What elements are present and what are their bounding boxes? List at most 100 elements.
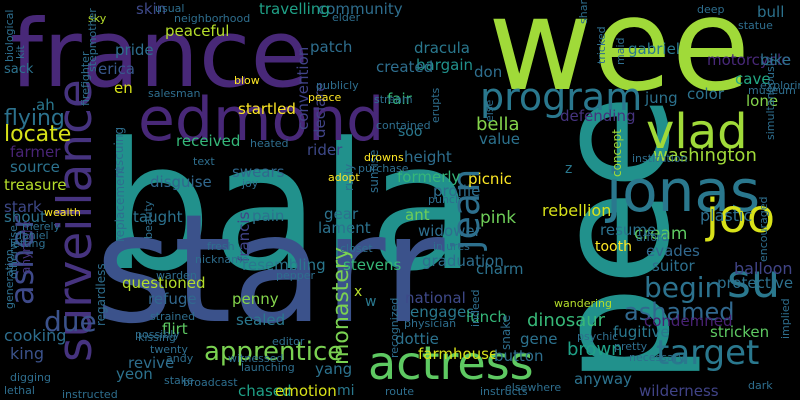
cloud-word-rescuing: rescuing — [112, 126, 126, 178]
cloud-word-penny: penny — [232, 290, 279, 308]
cloud-word-x: x — [354, 284, 363, 300]
cloud-word-balloon: balloon — [734, 259, 793, 278]
cloud-word-shared: shared — [577, 0, 590, 24]
cloud-word-stake: stake — [164, 374, 194, 387]
cloud-word-soo: soo — [398, 124, 423, 140]
cloud-word-institution: institution — [632, 152, 688, 165]
cloud-word-rider: rider — [307, 141, 343, 159]
cloud-word-dottie: dottie — [395, 330, 439, 348]
cloud-word-source: source — [10, 158, 60, 176]
cloud-word-route: route — [385, 385, 415, 398]
cloud-word-tricked: tricked — [595, 26, 608, 64]
cloud-word-yang: yang — [315, 360, 353, 378]
cloud-word-taught: taught — [133, 208, 183, 226]
cloud-word-implied: implied — [779, 298, 792, 339]
cloud-word-questioned: questioned — [122, 274, 206, 292]
cloud-word-twenty: twenty — [150, 343, 188, 356]
cloud-word-mi: mi — [337, 383, 355, 399]
cloud-word-possibly: possibly — [135, 328, 180, 341]
cloud-word-drowns: drowns — [364, 151, 404, 164]
cloud-word-maid: maid — [614, 37, 627, 66]
cloud-word-else: else — [483, 99, 496, 122]
cloud-word-stark: stark — [4, 198, 42, 216]
cloud-word-letting: letting — [10, 237, 46, 250]
cloud-word-flirt: flirt — [162, 320, 188, 338]
cloud-word-color: color — [687, 85, 724, 103]
cloud-word-chased: chased — [238, 382, 292, 400]
cloud-word-ant: ant — [405, 206, 430, 224]
cloud-word-snake: snake — [499, 314, 513, 350]
cloud-word-stepmother: stepmother — [86, 8, 99, 72]
cloud-word-condemned: condemned — [644, 312, 733, 330]
cloud-word-kissing: kissing — [138, 331, 176, 344]
cloud-word-sky: sky — [88, 12, 107, 25]
cloud-word-deep: deep — [697, 3, 725, 16]
cloud-word-defending: defending — [560, 107, 636, 125]
cloud-word-dracula: dracula — [414, 39, 470, 57]
cloud-word-dark: dark — [748, 379, 773, 392]
cloud-word-lone: lone — [746, 92, 779, 110]
cloud-word-en: en — [114, 79, 133, 97]
cloud-word-resume: resume — [600, 221, 657, 239]
cloud-word-lethal: lethal — [4, 384, 35, 397]
cloud-word-afford: afford — [636, 231, 669, 244]
cloud-word-physician: physician — [404, 317, 457, 330]
cloud-word-profile: profile — [433, 182, 481, 200]
cloud-word-merely: merely — [22, 220, 61, 233]
cloud-word-charm: charm — [476, 260, 524, 278]
cloud-word-digging: digging — [10, 371, 52, 384]
cloud-word-gene: gene — [520, 330, 558, 348]
cloud-word-erupts: erupts — [429, 87, 442, 123]
cloud-word-edmond: edmond — [138, 85, 385, 155]
cloud-word-pretty: pretty — [614, 340, 648, 353]
cloud-word-farmer: farmer — [10, 143, 61, 161]
cloud-word-brown: brown — [567, 339, 623, 360]
cloud-word-fair: fair — [387, 90, 412, 108]
cloud-word-neighborhood: neighborhood — [174, 12, 251, 25]
cloud-word-stevens: stevens — [343, 256, 402, 274]
cloud-word-don: don — [474, 63, 503, 81]
cloud-word-psychic: psychic — [577, 330, 619, 343]
cloud-word-encouraged: encouraged — [757, 196, 770, 262]
cloud-word-anyway: anyway — [574, 370, 632, 388]
cloud-word-heated: heated — [250, 137, 289, 150]
cloud-word-swears: swears — [232, 163, 285, 181]
cloud-word-jung: jung — [645, 89, 678, 107]
cloud-word-ashamed: ashamed — [624, 298, 735, 326]
cloud-word-sack: sack — [4, 62, 34, 77]
cloud-word-farmhouse: farmhouse — [418, 345, 499, 363]
cloud-word-target: target — [656, 333, 760, 373]
cloud-word-gabriel: gabriel — [628, 40, 680, 58]
cloud-word-broadcast: broadcast — [183, 376, 238, 389]
cloud-word-suitor: suitor — [652, 257, 695, 275]
cloud-word-resembling: resembling — [242, 256, 326, 274]
cloud-word-punch: punch — [428, 193, 462, 206]
cloud-word-pride: pride — [115, 41, 154, 59]
cloud-word-created: created — [376, 58, 434, 76]
cloud-word-fresh: fresh — [207, 240, 235, 253]
cloud-word-starr: starr — [95, 183, 445, 357]
cloud-word-stream: stream — [374, 93, 413, 106]
cloud-word-height: height — [404, 148, 452, 166]
cloud-word-z: z — [565, 161, 573, 177]
cloud-word-treasure: treasure — [4, 176, 67, 194]
cloud-word-elsewhere: elsewhere — [505, 381, 562, 394]
cloud-word-emotion: emotion — [275, 382, 337, 400]
cloud-word-peaceful: peaceful — [165, 22, 230, 40]
cloud-word-erica: erica — [98, 60, 136, 78]
cloud-word-peace: peace — [308, 91, 342, 104]
cloud-word-actress: actress — [368, 336, 534, 390]
cloud-word-wilderness: wilderness — [639, 382, 719, 400]
cloud-word-lunch: lunch — [466, 308, 507, 326]
cloud-word-wee: wee — [488, 0, 751, 120]
cloud-word-recognized: recognized — [388, 297, 401, 358]
cloud-word-gear: gear — [324, 205, 359, 223]
cloud-word-salesman: salesman — [148, 87, 201, 100]
cloud-word-adopt: adopt — [328, 171, 360, 184]
cloud-word-engages: engages — [410, 303, 475, 321]
cloud-word-necessary: necessary — [629, 351, 685, 364]
cloud-word-publicly: publicly — [316, 79, 359, 92]
cloud-word-purchase: purchase — [358, 162, 409, 175]
cloud-word-ah: ah — [36, 96, 55, 114]
